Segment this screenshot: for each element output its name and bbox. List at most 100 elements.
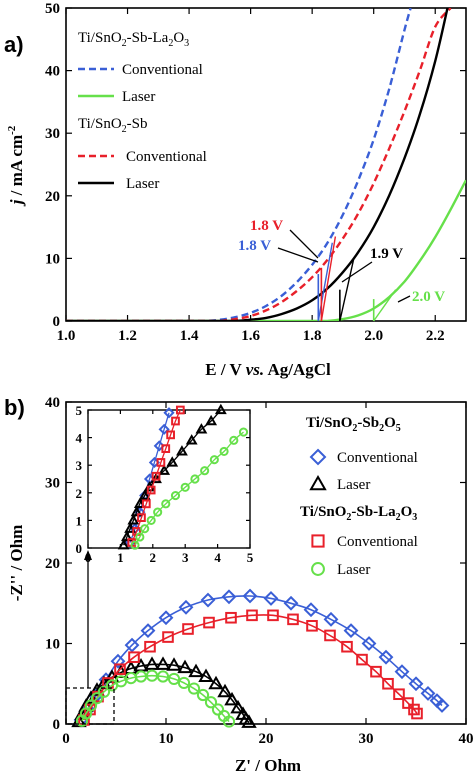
inset-marker-triangle [130,505,143,517]
marker-diamond [140,623,156,639]
panel-b-ytick-label: 10 [45,637,60,653]
marker-triangle [230,699,246,714]
inset-marker-square [175,405,185,415]
marker-diamond [378,649,394,665]
marker-square [341,640,353,653]
onset-label-red: 1.8 V [250,218,283,234]
inset-marker-triangle [127,514,140,525]
inset-xtick-label: 1 [117,550,124,565]
marker-diamond [200,592,216,608]
marker-diamond [283,595,299,611]
fit-line-diamond [80,595,443,721]
panel-a-xtick-label: 1.0 [57,328,76,344]
inset-marker-circle [140,524,150,534]
inset-marker-square [156,458,166,467]
panel-b-ytick-label: 40 [45,395,60,411]
marker-diamond [361,636,377,651]
marker-circle [204,696,218,709]
fit-line-square [83,614,418,721]
fit-line-triangle [78,663,250,723]
fit-line-circle [81,674,230,723]
marker-square [162,631,174,643]
marker-diamond [221,589,237,605]
marker-triangle [155,656,171,670]
marker-square [324,629,336,642]
marker-square [411,707,423,720]
legend-diamond [309,448,327,466]
marker-triangle [166,657,182,671]
curve-blue-dashed [66,8,412,321]
inset-marker-triangle [158,464,171,475]
panel-a-ylabel: j / mA cm-2 [6,125,26,207]
marker-square [393,688,405,701]
legend-a-red-label: Conventional [126,149,207,165]
marker-diamond [343,623,359,639]
marker-circle [156,670,170,683]
panel-a-legend-group2-title: Ti/SnO2-Sb [78,116,148,135]
inset-marker-diamond [158,423,170,435]
panel-b-label: b) [4,395,25,420]
panel-a-xtick-label: 2.2 [426,328,445,344]
panel-a-xtick-label: 1.2 [118,328,137,344]
marker-circle [97,685,111,698]
marker-diamond [178,599,194,615]
inset-marker-circle [200,466,210,476]
marker-square [382,677,394,690]
marker-square [402,697,414,709]
marker-diamond [303,602,319,618]
legend-b-circle-marker [311,562,325,576]
inset-marker-circle [180,482,190,492]
inset-marker-triangle [214,403,227,415]
panel-b-xtick-label: 40 [459,731,474,747]
inset-frame [87,409,251,549]
panel-b-legend-group1-title: Ti/SnO2-Sb2O5 [306,415,401,434]
inset-marker-square [137,513,146,523]
panel-b-markers [71,588,450,728]
onset-label-black: 1.9 V [370,246,403,262]
inset-ytick-label: 5 [76,403,83,418]
panel-a-plot-area [66,8,466,321]
inset-marker-triangle [124,522,137,533]
inset-marker-triangle [185,434,198,445]
inset-marker-square [161,444,171,453]
inset-ytick-label: 2 [76,486,83,501]
panel-a-ytick-label: 0 [53,314,61,330]
inset-ytick-label: 1 [76,513,83,528]
panel-b-legend-group2-title: Ti/SnO2-Sb-La2O3 [300,504,417,523]
inset-marker-triangle [205,414,218,426]
marker-square [287,613,299,626]
inset-marker-triangle [176,445,188,456]
inset-marker-circle [229,435,239,445]
legend-circle [311,562,325,576]
marker-diamond [124,637,140,653]
inset-marker-triangle [195,423,208,434]
arrow-green-onset [397,295,411,303]
inset-xtick-label: 2 [150,550,157,565]
marker-circle [211,703,225,716]
marker-triangle [224,691,240,706]
curve-black-solid [66,8,449,321]
marker-square [203,616,215,629]
legend-b-diamond-marker [309,448,327,466]
onset-label-green: 2.0 V [412,289,445,305]
panel-a-ytick-label: 20 [45,189,60,205]
panel-a-ytick-label: 30 [45,126,60,142]
inset-marker-triangle [120,530,133,542]
marker-diamond [158,610,174,626]
marker-square [370,665,382,678]
legend-b-triangle-marker [309,474,327,491]
inset-marker-square [171,416,180,426]
marker-circle [84,699,98,712]
inset-marker-circle [130,540,140,550]
panel-b-xtick-label: 30 [359,731,374,747]
panel-a-xtick-label: 1.6 [241,328,260,344]
legend-b-square-marker [311,534,325,548]
inset-marker-circle [161,499,171,509]
panel-b-xtick-label: 20 [259,731,274,747]
inset-ytick-label: 0 [76,541,83,556]
inset-marker-square [151,471,161,481]
marker-square [128,651,140,663]
marker-triangle [177,659,193,674]
marker-circle [177,676,191,690]
